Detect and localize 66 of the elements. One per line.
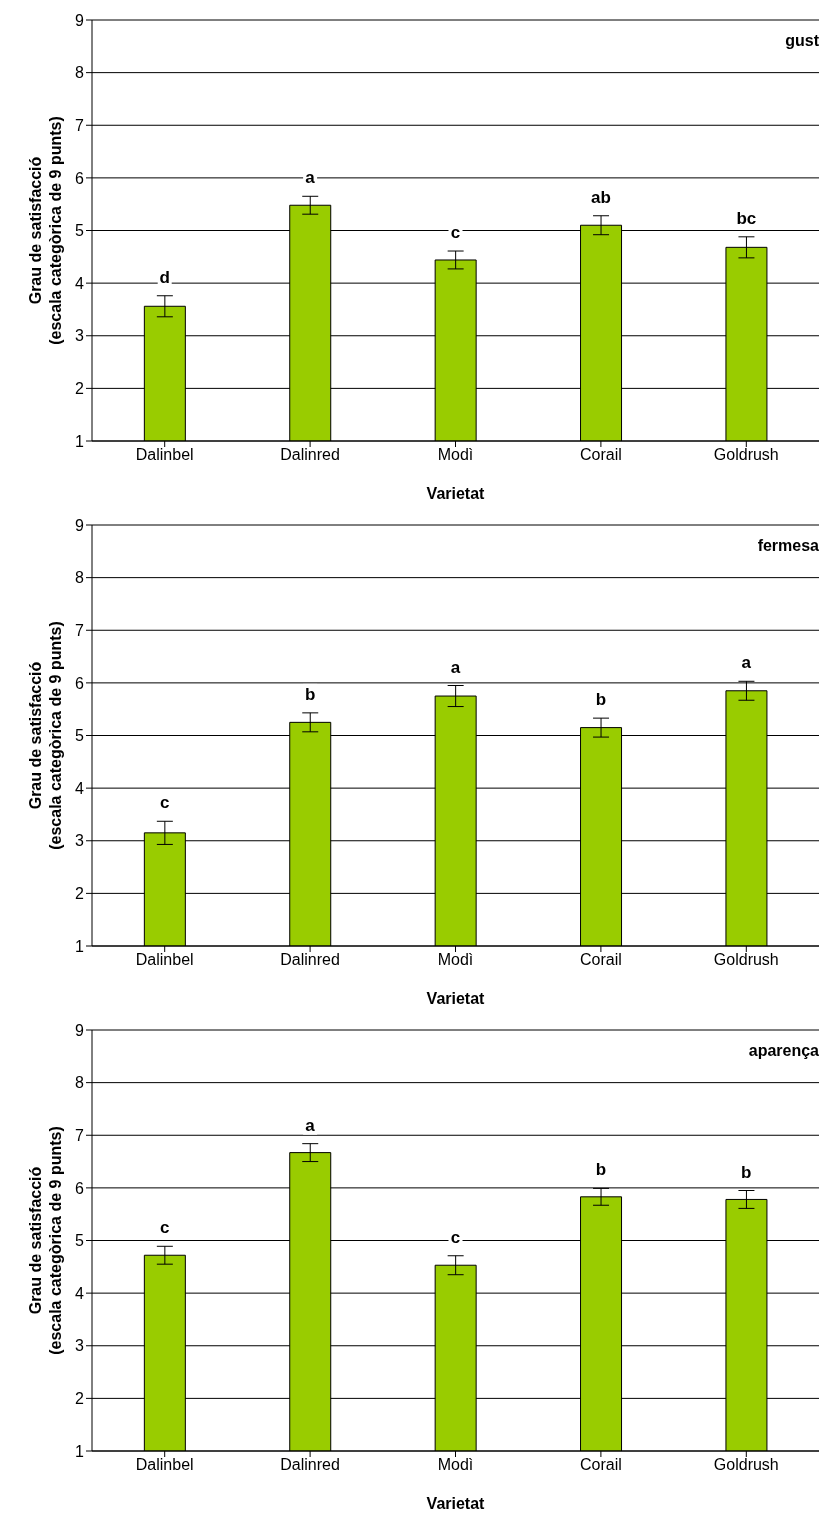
annotation: c — [450, 1227, 461, 1247]
annotation: a — [305, 168, 316, 188]
y-tick-label: 8 — [75, 569, 85, 587]
annotation: c — [450, 223, 461, 243]
annotation: b — [595, 1160, 607, 1180]
x-axis-title: Varietat — [426, 990, 486, 1007]
annotation: b — [595, 690, 607, 710]
y-tick-label: 6 — [75, 674, 85, 692]
annotation: a — [305, 1115, 316, 1135]
y-tick-label: 3 — [75, 1337, 85, 1355]
y-tick-label: 6 — [75, 1179, 85, 1197]
y-tick-label: 4 — [75, 1284, 85, 1302]
x-axis-title: Varietat — [426, 1495, 486, 1512]
y-tick-label: 1 — [75, 937, 85, 955]
y-tick-label: 7 — [75, 621, 85, 639]
y-tick-label: 6 — [75, 169, 85, 187]
y-tick-label: 1 — [75, 432, 85, 450]
y-axis-title: Grau de satisfacció (escala categòrica de 9 punts) — [27, 1126, 64, 1355]
x-tick-label: Modì — [437, 1456, 474, 1474]
y-tick-label: 5 — [75, 222, 85, 240]
y-tick-label: 5 — [75, 727, 85, 745]
annotation: a — [450, 657, 461, 677]
y-tick-label: 4 — [75, 274, 85, 292]
y-tick-label: 1 — [75, 1442, 85, 1460]
y-tick-label: 2 — [75, 1390, 85, 1408]
y-axis-title: Grau de satisfacció (escala categòrica de 9 punts) — [27, 116, 64, 345]
x-tick-label: Dalinred — [280, 1456, 340, 1474]
y-tick-label: 7 — [75, 1126, 85, 1144]
x-tick-label: Dalinbel — [135, 951, 194, 969]
y-tick-label: 3 — [75, 327, 85, 345]
x-tick-label: Dalinbel — [135, 1456, 194, 1474]
x-tick-label: Goldrush — [713, 1456, 779, 1474]
x-tick-label: Corail — [580, 446, 622, 464]
text: gust — [785, 32, 820, 49]
annotation: d — [159, 267, 170, 287]
y-tick-label: 9 — [75, 11, 85, 29]
y-tick-label: 4 — [75, 779, 85, 797]
y-tick-label: 9 — [75, 516, 85, 534]
x-tick-label: Dalinred — [280, 446, 340, 464]
annotation: bc — [736, 208, 757, 228]
x-tick-label: Modì — [437, 951, 474, 969]
annotation: c — [159, 793, 170, 813]
x-tick-label: Dalinbel — [135, 446, 194, 464]
annotation: ab — [590, 187, 611, 207]
x-axis-title: Varietat — [426, 485, 486, 502]
y-tick-label: 2 — [75, 885, 85, 903]
x-tick-label: Modì — [437, 446, 474, 464]
y-tick-label: 3 — [75, 832, 85, 850]
annotation: b — [304, 684, 316, 704]
annotation: b — [741, 1162, 752, 1182]
y-axis-title: Grau de satisfacció (escala categòrica de 9 punts) — [27, 621, 64, 850]
y-tick-label: 5 — [75, 1232, 85, 1250]
y-tick-label: 2 — [75, 380, 85, 398]
x-tick-label: Goldrush — [713, 951, 779, 969]
annotation: a — [741, 653, 752, 673]
annotation: c — [159, 1218, 170, 1238]
x-tick-label: Corail — [580, 1456, 622, 1474]
x-tick-label: Goldrush — [713, 446, 779, 464]
y-tick-label: 8 — [75, 64, 85, 82]
y-tick-label: 8 — [75, 1074, 85, 1092]
x-tick-label: Dalinred — [280, 951, 340, 969]
y-tick-label: 7 — [75, 116, 85, 134]
text: aparença — [748, 1042, 820, 1059]
text: fermesa — [757, 537, 820, 554]
x-tick-label: Corail — [580, 951, 622, 969]
y-tick-label: 9 — [75, 1021, 85, 1039]
